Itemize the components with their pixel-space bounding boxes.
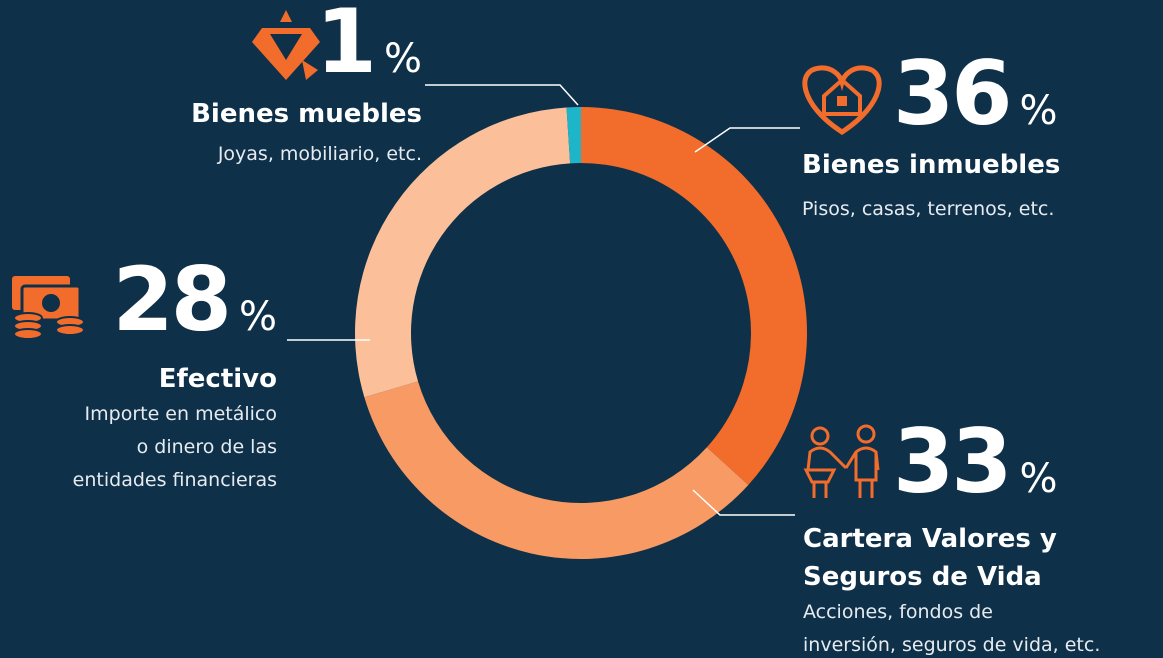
category-description: Acciones, fondos de: [803, 601, 993, 623]
money-icon: [12, 276, 85, 340]
category-description: Joyas, mobiliario, etc.: [217, 143, 422, 165]
category-label: Bienes inmuebles: [802, 150, 1061, 180]
category-description: Pisos, casas, terrenos, etc.: [802, 198, 1055, 220]
diamond-icon: [252, 10, 320, 80]
pie-segment: [355, 107, 571, 398]
category-label: Efectivo: [158, 364, 277, 394]
pie-segment: [364, 381, 749, 559]
category-description: inversión, seguros de vida, etc.: [803, 634, 1101, 656]
unit-label: %: [238, 294, 277, 340]
pie-segment: [566, 107, 581, 164]
value-label: 33: [893, 410, 1012, 513]
percentage: 36%: [893, 50, 1057, 138]
unit-label: %: [1019, 88, 1058, 134]
category-description: Importe en metálico: [84, 403, 277, 425]
couple-icon: [803, 424, 880, 498]
category-description: o dinero de las: [136, 436, 277, 458]
leader-line: [694, 127, 800, 153]
house-heart-icon: [802, 65, 882, 135]
value-label: 1: [315, 0, 377, 93]
donut: [355, 107, 807, 559]
category-label: Cartera Valores y Seguros de Vida: [803, 524, 1057, 592]
percentage: 28%: [113, 256, 277, 344]
leader-lines: [287, 84, 800, 516]
value-label: 36: [893, 42, 1012, 145]
category-label: Bienes muebles: [191, 99, 422, 129]
pie-segment: [581, 107, 807, 485]
leader-line: [692, 489, 795, 516]
percentage: 1%: [316, 0, 422, 86]
unit-label: %: [383, 36, 422, 82]
unit-label: %: [1019, 456, 1058, 502]
leader-line: [425, 84, 579, 106]
category-description: entidades financieras: [72, 469, 277, 491]
value-label: 28: [112, 248, 232, 351]
percentage: 33%: [893, 418, 1057, 506]
